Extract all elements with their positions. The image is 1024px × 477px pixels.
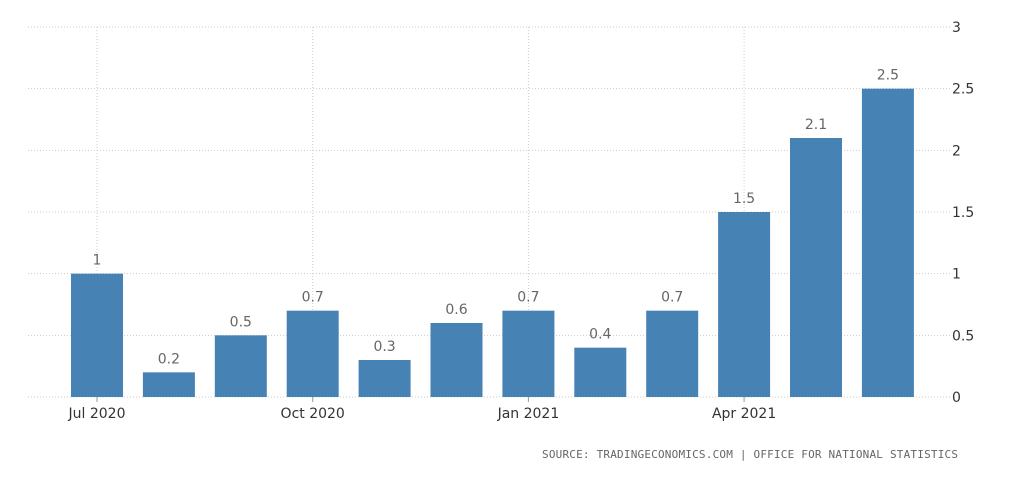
bar bbox=[718, 212, 771, 397]
bar bbox=[574, 347, 627, 397]
y-tick-label: 2 bbox=[952, 143, 961, 159]
bar-value-label: 1.5 bbox=[733, 191, 755, 207]
bar bbox=[286, 310, 339, 397]
bar bbox=[71, 273, 123, 397]
bar-value-label: 0.7 bbox=[661, 290, 683, 306]
y-tick-label: 2.5 bbox=[952, 82, 974, 98]
bar bbox=[861, 88, 914, 398]
bar-value-label: 0.5 bbox=[230, 314, 252, 330]
bar-value-label: 2.5 bbox=[877, 68, 899, 84]
bar-value-label: 0.6 bbox=[445, 302, 467, 318]
y-tick-label: 1 bbox=[952, 267, 961, 283]
y-tick-label: 1.5 bbox=[952, 205, 974, 221]
bar-value-label: 0.4 bbox=[589, 327, 611, 343]
x-tick-label: Jul 2020 bbox=[68, 406, 126, 422]
bars bbox=[71, 88, 914, 398]
y-tick-label: 0.5 bbox=[952, 328, 974, 344]
y-tick-label: 3 bbox=[952, 20, 961, 36]
bar bbox=[646, 310, 699, 397]
bar bbox=[430, 323, 483, 397]
bar-value-label: 1 bbox=[93, 253, 102, 269]
bar bbox=[790, 138, 842, 397]
bar-chart: 10.20.50.70.30.60.70.40.71.52.12.5 00.51… bbox=[28, 20, 974, 422]
bar bbox=[502, 310, 555, 397]
bar-value-label: 2.1 bbox=[805, 117, 827, 133]
x-tick-label: Apr 2021 bbox=[712, 406, 776, 422]
source-note: SOURCE: TRADINGECONOMICS.COM | OFFICE FO… bbox=[542, 448, 959, 461]
bar-value-label: 0.3 bbox=[373, 339, 395, 355]
x-tick-label: Jan 2021 bbox=[497, 406, 560, 422]
bar bbox=[142, 372, 195, 397]
bar bbox=[358, 360, 411, 397]
x-axis: Jul 2020 Oct 2020 Jan 2021 Apr 2021 bbox=[68, 397, 776, 422]
x-tick-label: Oct 2020 bbox=[281, 406, 345, 422]
y-tick-label: 0 bbox=[952, 390, 961, 406]
data-labels: 1 0.2 0.5 0.7 0.3 0.6 0.7 0.4 0.7 1.5 2.1 2.5 bbox=[93, 68, 899, 368]
bar-value-label: 0.7 bbox=[517, 290, 539, 306]
bar-value-label: 0.2 bbox=[158, 351, 180, 367]
bar-value-label: 0.7 bbox=[302, 290, 324, 306]
bar bbox=[214, 335, 267, 397]
y-axis: 0 0.5 1 1.5 2 2.5 3 bbox=[952, 20, 974, 406]
